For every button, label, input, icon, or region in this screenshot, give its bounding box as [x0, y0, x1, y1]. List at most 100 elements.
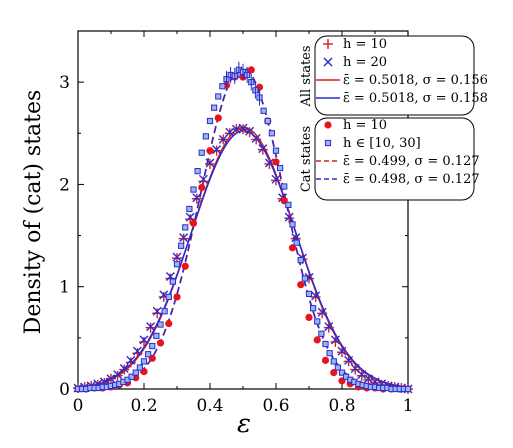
fit-curve-7	[77, 66, 409, 390]
data-point-s1	[258, 144, 268, 154]
data-point-s0	[251, 134, 262, 145]
data-point-s0	[132, 348, 143, 359]
legend-box-all-states	[314, 35, 475, 116]
data-point-s5	[173, 261, 181, 268]
data-point-s5	[169, 278, 176, 285]
data-point-s1	[271, 174, 281, 184]
data-point-s5	[281, 183, 288, 190]
data-point-s0	[317, 308, 328, 319]
data-point-s1	[245, 126, 255, 136]
data-point-s5	[165, 293, 172, 301]
data-point-s5	[140, 358, 148, 365]
data-point-s5	[190, 186, 197, 193]
legend-label-7: ε̄ = 0.498, σ = 0.127	[343, 172, 480, 187]
legend-label-6: ε̄ = 0.499, σ = 0.127	[343, 154, 480, 169]
data-point-s5	[338, 369, 346, 376]
data-point-s0	[284, 213, 295, 224]
fit-curve-6	[77, 66, 409, 390]
legend-symbol-0	[323, 39, 333, 49]
data-point-s1	[218, 134, 228, 144]
data-point-s4	[330, 369, 338, 377]
data-point-s5	[318, 330, 325, 337]
x-tick-label: 0.2	[130, 396, 157, 416]
data-point-s0	[337, 347, 347, 358]
data-point-s4	[206, 147, 214, 155]
data-point-s1	[251, 133, 261, 143]
data-point-s5	[272, 147, 280, 154]
data-point-s0	[191, 193, 202, 204]
data-point-s1	[192, 193, 202, 203]
data-point-s5	[145, 351, 152, 358]
data-point-s5	[293, 239, 300, 246]
data-point-s5	[285, 201, 292, 208]
data-point-s5	[260, 107, 267, 114]
data-point-s5	[301, 275, 308, 282]
data-point-s1	[126, 355, 136, 365]
x-axis-ticks: 0 0.2 0.4 0.6 0.8 1	[73, 31, 414, 416]
x-tick-label: 0	[73, 396, 84, 416]
data-point-s4	[165, 319, 173, 328]
data-point-s1	[284, 212, 294, 222]
y-tick-label: 0	[59, 380, 70, 400]
data-point-s5	[157, 321, 164, 328]
data-point-s1	[119, 364, 129, 374]
data-point-s5	[198, 149, 205, 156]
data-point-s5	[153, 332, 160, 339]
data-point-s0	[323, 322, 334, 333]
legend-symbol-4	[324, 121, 332, 129]
data-point-s0	[119, 364, 130, 375]
x-tick-label: 0.4	[196, 396, 223, 416]
plot-area: 0 0.2 0.4 0.6 0.8 1 0 1 2 3	[59, 30, 414, 416]
data-point-s5	[334, 364, 341, 371]
data-point-s5	[322, 340, 329, 348]
data-point-s4	[288, 244, 297, 252]
legend-group-label-cat: Cat states	[299, 126, 314, 192]
data-point-s4	[156, 339, 165, 347]
data-point-s5	[161, 308, 168, 315]
data-point-s1	[337, 346, 347, 356]
data-point-s0	[139, 336, 149, 347]
legend-label-0: h = 10	[343, 37, 387, 52]
data-point-s4	[181, 262, 189, 270]
data-point-s5	[211, 104, 218, 111]
legend-box-cat-states	[314, 117, 475, 201]
data-point-s0	[271, 175, 281, 186]
data-point-s5	[186, 205, 193, 213]
data-point-s1	[330, 335, 340, 345]
data-point-s1	[264, 158, 274, 168]
data-point-s5	[264, 117, 271, 125]
data-point-s1	[198, 174, 208, 184]
data-point-s1	[205, 158, 215, 168]
data-point-s5	[297, 257, 304, 264]
y-tick-label: 3	[59, 73, 70, 93]
data-point-s0	[145, 322, 156, 333]
data-point-s1	[152, 306, 162, 316]
data-point-s5	[202, 133, 209, 140]
data-point-s1	[311, 291, 321, 301]
data-point-s1	[106, 374, 116, 384]
legend-label-4: h = 10	[343, 118, 387, 133]
data-point-s5	[330, 358, 337, 365]
data-point-s1	[179, 233, 189, 243]
data-point-s5	[132, 369, 139, 376]
data-point-s1	[212, 145, 222, 155]
data-point-s0	[178, 233, 189, 244]
data-point-s1	[225, 127, 235, 137]
data-point-s0	[152, 308, 163, 319]
legend-symbol-1	[323, 57, 333, 67]
legend-label-3: ε̄ = 0.5018, σ = 0.158	[343, 91, 488, 106]
legend-group-label-all: All states	[299, 45, 314, 107]
data-point-s4	[313, 336, 321, 344]
data-point-s5	[219, 83, 226, 90]
y-tick-label: 2	[59, 175, 70, 195]
data-point-s1	[132, 346, 142, 356]
x-axis-label: ε	[237, 409, 251, 439]
data-point-s1	[317, 307, 327, 317]
data-point-s0	[257, 144, 268, 155]
y-tick-label: 1	[59, 278, 70, 298]
fit-curves	[77, 66, 409, 390]
x-tick-label: 1	[403, 396, 414, 416]
data-point-s0	[343, 356, 354, 367]
data-point-s1	[172, 252, 182, 262]
